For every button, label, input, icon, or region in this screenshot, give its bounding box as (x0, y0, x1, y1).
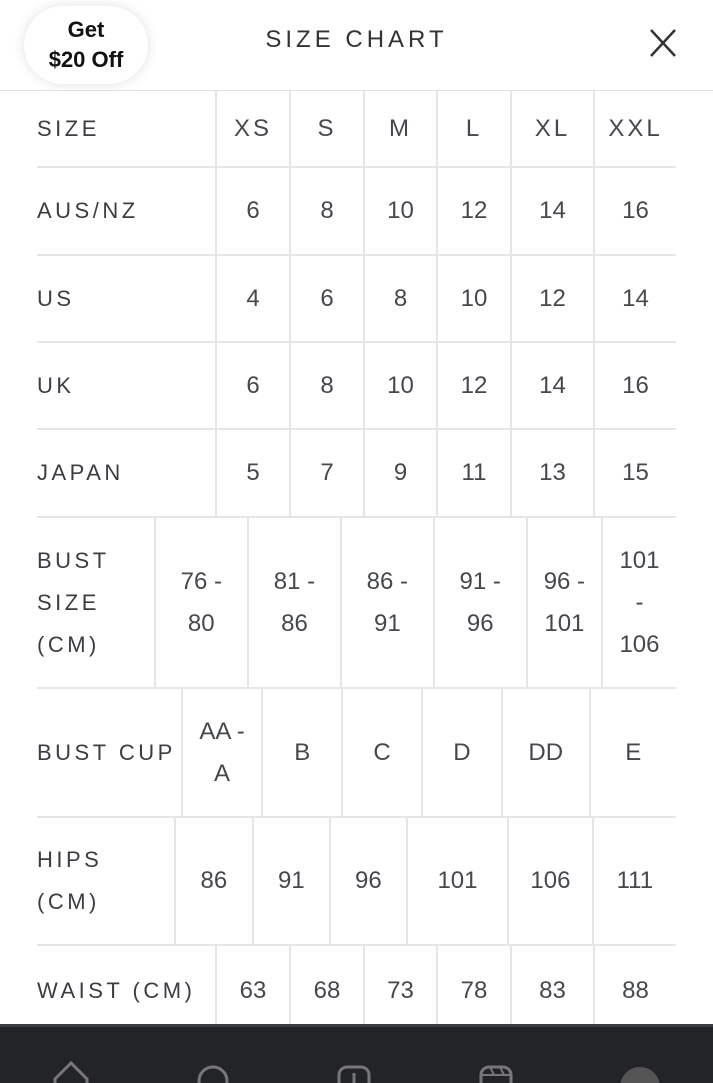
promo-line2: $20 Off (48, 47, 124, 72)
table-cell: 68 (289, 946, 363, 1036)
table-cell: 12 (436, 343, 510, 428)
table-cell: 86 (174, 818, 251, 944)
table-cell: 15 (593, 430, 676, 516)
table-cell: 12 (510, 256, 593, 341)
table-cell: 7 (289, 430, 363, 516)
close-button[interactable] (647, 26, 679, 60)
table-cell: 96 - 101 (525, 518, 601, 687)
table-cell: 83 (510, 946, 593, 1036)
table-row: HIPS (CM) 86 91 96 101 106 111 (37, 818, 676, 946)
table-cell: 10 (436, 256, 510, 341)
table-cell: 86 - 91 (340, 518, 433, 687)
table-cell: C (341, 689, 420, 816)
row-label: AUS/NZ (37, 198, 139, 223)
row-label: US (37, 285, 75, 311)
table-cell: 101 (405, 818, 507, 944)
table-cell: 91 (251, 818, 329, 944)
table-cell: D (420, 689, 501, 816)
table-cell: 63 (215, 946, 289, 1036)
table-row: BUST CUP AA - A B C D DD E (37, 689, 676, 818)
table-cell: 10 (363, 343, 436, 428)
column-header: SIZE (37, 115, 100, 141)
table-cell: 111 (591, 818, 676, 944)
table-cell: 91 - 96 (432, 518, 526, 687)
table-cell: 4 (215, 256, 289, 341)
column-header: L (436, 91, 510, 166)
home-icon[interactable] (51, 1057, 91, 1083)
table-cell: 8 (289, 343, 363, 428)
reels-icon[interactable] (476, 1057, 516, 1083)
table-cell: 101 - 106 (600, 518, 676, 687)
table-cell: 73 (363, 946, 436, 1036)
table-row: AUS/NZ 6 8 10 12 14 16 (37, 168, 676, 256)
table-cell: 6 (215, 343, 289, 428)
table-cell: 10 (363, 168, 436, 254)
table-cell: E (588, 689, 677, 816)
size-chart-table: SIZE XS S M L XL XXL AUS/NZ 6 8 10 12 14 16 US 4 6 8 10 12 1… (37, 91, 676, 1036)
table-cell: 6 (215, 168, 289, 254)
table-header-row: SIZE XS S M L XL XXL (37, 91, 676, 168)
table-cell: 78 (436, 946, 510, 1036)
column-header: M (363, 91, 436, 166)
table-row: JAPAN 5 7 9 11 13 15 (37, 430, 676, 518)
table-cell: 6 (289, 256, 363, 341)
row-label: UK (37, 372, 75, 398)
create-icon[interactable] (334, 1057, 374, 1083)
row-label: WAIST (CM) (37, 978, 196, 1003)
promo-line1: Get (67, 17, 105, 42)
table-cell: 14 (510, 168, 593, 254)
search-icon[interactable] (193, 1057, 233, 1083)
table-cell: 16 (593, 168, 676, 254)
row-label: HIPS (CM) (37, 847, 103, 914)
table-cell: 12 (436, 168, 510, 254)
row-label: JAPAN (37, 460, 124, 485)
table-row: US 4 6 8 10 12 14 (37, 256, 676, 343)
modal-header: SIZE CHART (0, 0, 713, 91)
row-label: BUST SIZE (CM) (37, 547, 110, 657)
row-label: BUST CUP (37, 739, 176, 765)
column-header: XS (215, 91, 289, 166)
column-header: XL (510, 91, 593, 166)
table-cell: 76 - 80 (153, 518, 247, 687)
table-cell: DD (501, 689, 589, 816)
table-cell: 11 (436, 430, 510, 516)
table-cell: AA - A (180, 689, 261, 816)
table-cell: B (261, 689, 341, 816)
table-cell: 14 (510, 343, 593, 428)
table-cell: 5 (215, 430, 289, 516)
table-row: WAIST (CM) 63 68 73 78 83 88 (37, 946, 676, 1036)
table-cell: 9 (363, 430, 436, 516)
table-cell: 8 (289, 168, 363, 254)
close-icon (650, 29, 676, 57)
table-cell: 16 (593, 343, 676, 428)
table-cell: 81 - 86 (246, 518, 340, 687)
profile-icon[interactable] (618, 1057, 662, 1083)
table-cell: 13 (510, 430, 593, 516)
table-cell: 106 (507, 818, 591, 944)
table-row: BUST SIZE (CM) 76 - 80 81 - 86 86 - 91 91 - … (37, 518, 676, 689)
table-row: UK 6 8 10 12 14 16 (37, 343, 676, 430)
column-header: S (289, 91, 363, 166)
column-header: XXL (593, 91, 676, 166)
page-title: SIZE CHART (265, 26, 448, 53)
table-cell: 14 (593, 256, 676, 341)
promo-badge[interactable]: Get $20 Off (24, 6, 148, 84)
bottom-nav (0, 1024, 713, 1083)
table-cell: 96 (329, 818, 406, 944)
table-cell: 8 (363, 256, 436, 341)
table-cell: 88 (593, 946, 676, 1036)
